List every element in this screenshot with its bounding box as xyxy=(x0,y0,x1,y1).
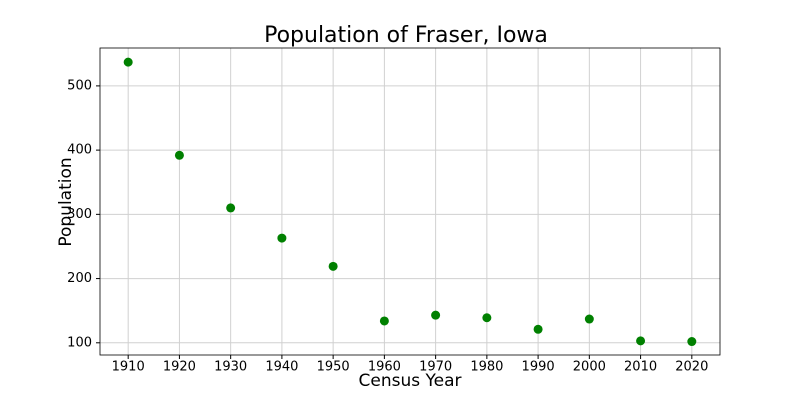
y-tick-label: 400 xyxy=(67,143,92,158)
x-tick-label: 1960 xyxy=(368,360,401,375)
y-axis-label: Population xyxy=(56,157,76,246)
point xyxy=(277,233,287,243)
y-tick-label: 300 xyxy=(67,207,92,222)
x-tick-label: 1970 xyxy=(419,360,452,375)
point xyxy=(636,336,646,346)
x-tick-label: 1990 xyxy=(522,360,555,375)
point xyxy=(123,57,133,67)
point xyxy=(174,150,184,160)
point xyxy=(584,314,594,324)
x-tick-label: 1940 xyxy=(265,360,298,375)
x-tick-label: 1930 xyxy=(214,360,247,375)
x-tick-label: 2020 xyxy=(675,360,708,375)
point xyxy=(482,313,492,323)
x-tick-label: 2010 xyxy=(624,360,657,375)
point xyxy=(533,324,543,334)
chart-title: Population of Fraser, Iowa xyxy=(264,23,548,48)
y-tick-label: 500 xyxy=(67,78,92,93)
plot-frame xyxy=(99,47,721,356)
point xyxy=(328,261,338,271)
y-tick-label: 200 xyxy=(67,271,92,286)
point xyxy=(687,337,697,347)
point xyxy=(226,203,236,213)
x-tick-label: 1980 xyxy=(470,360,503,375)
x-tick-label: 1950 xyxy=(317,360,350,375)
point xyxy=(431,310,441,320)
x-tick-label: 1910 xyxy=(112,360,145,375)
x-tick-label: 1920 xyxy=(163,360,196,375)
x-axis-label: Census Year xyxy=(359,371,462,391)
x-tick-label: 2000 xyxy=(573,360,606,375)
point xyxy=(379,316,389,326)
y-tick-label: 100 xyxy=(67,335,92,350)
